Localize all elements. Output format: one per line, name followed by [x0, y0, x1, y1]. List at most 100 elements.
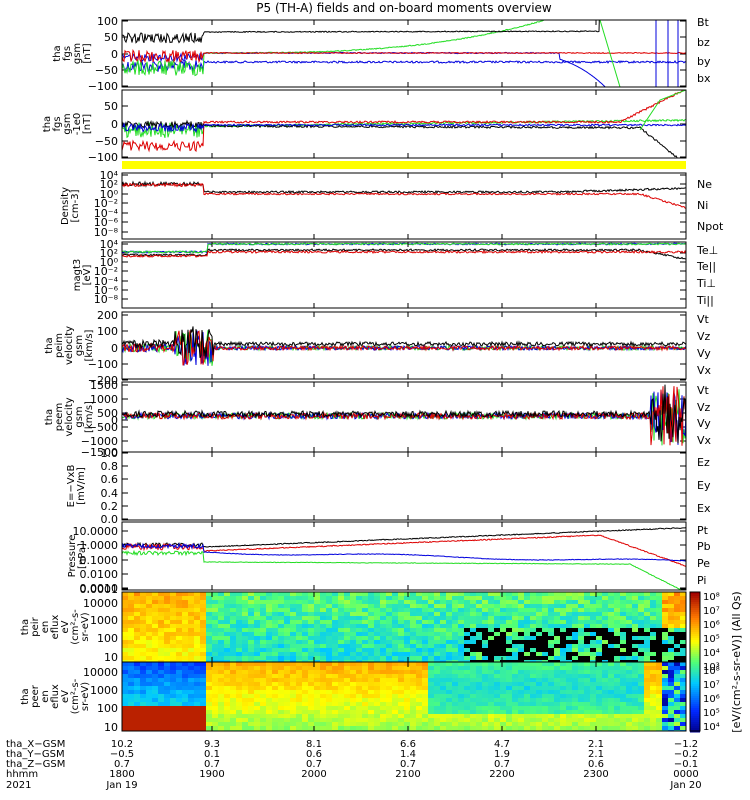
ion-spectrogram-cell: [572, 608, 579, 613]
electron-spectrogram-cell: [194, 678, 201, 683]
electron-spectrogram-cell: [374, 690, 381, 695]
ion-spectrogram-cell: [176, 592, 183, 597]
ion-spectrogram-cell: [134, 608, 141, 613]
electron-spectrogram-cell: [212, 682, 219, 687]
ion-spectrogram-cell: [374, 620, 381, 625]
electron-spectrogram-cell: [296, 702, 303, 707]
y-tick-label: 10⁰: [100, 256, 119, 269]
ion-spectrogram-cell: [662, 612, 669, 617]
ion-spectrogram-cell: [398, 644, 405, 649]
electron-spectrogram-cell: [332, 666, 339, 671]
ion-spectrogram-cell: [488, 616, 495, 621]
electron-spectrogram-cell: [170, 666, 177, 671]
electron-spectrogram-cell: [416, 670, 423, 675]
ion-spectrogram-cell: [146, 640, 153, 645]
ion-spectrogram-cell: [656, 600, 663, 605]
electron-spectrogram-cell: [560, 718, 567, 723]
ion-spectrogram-cell: [656, 608, 663, 613]
ion-spectrogram-cell: [620, 616, 627, 621]
ion-spectrogram-cell: [278, 604, 285, 609]
ion-spectrogram-cell: [182, 632, 189, 637]
electron-spectrogram-cell: [146, 714, 153, 719]
ion-spectrogram-cell: [254, 600, 261, 605]
electron-spectrogram-cell: [404, 666, 411, 671]
electron-spectrogram-cell: [128, 694, 135, 699]
electron-spectrogram-cell: [350, 674, 357, 679]
ion-spectrogram-cell: [398, 612, 405, 617]
electron-spectrogram-cell: [470, 722, 477, 727]
ion-spectrogram-cell: [608, 648, 615, 653]
ion-spectrogram-cell: [650, 612, 657, 617]
ion-spectrogram-cell: [266, 644, 273, 649]
electron-spectrogram-cell: [368, 670, 375, 675]
electron-spectrogram-cell: [650, 666, 657, 671]
electron-spectrogram-cell: [152, 682, 159, 687]
y-tick-label: 0.4: [101, 487, 119, 500]
ion-spectrogram-cell: [620, 640, 627, 645]
ion-spectrogram-cell: [290, 620, 297, 625]
ion-spectrogram-cell: [524, 616, 531, 621]
electron-spectrogram-cell: [560, 682, 567, 687]
ion-spectrogram-cell: [242, 636, 249, 641]
electron-spectrogram-cell: [206, 718, 213, 723]
electron-spectrogram-cell: [548, 674, 555, 679]
ion-spectrogram-cell: [530, 620, 537, 625]
electron-spectrogram-cell: [428, 666, 435, 671]
ion-spectrogram-cell: [194, 660, 201, 662]
ion-spectrogram-cell: [410, 640, 417, 645]
electron-spectrogram-cell: [524, 666, 531, 671]
electron-spectrogram-cell: [488, 686, 495, 691]
electron-spectrogram-cell: [200, 670, 207, 675]
electron-spectrogram-cell: [170, 702, 177, 707]
electron-spectrogram-cell: [134, 686, 141, 691]
ion-spectrogram-cell: [218, 592, 225, 597]
y-axis-label: tha: [44, 337, 55, 353]
electron-spectrogram-cell: [416, 718, 423, 723]
ion-spectrogram-cell: [536, 628, 543, 633]
ion-spectrogram-cell: [590, 648, 597, 653]
ion-spectrogram-cell: [656, 628, 663, 633]
y-axis-label: velocity: [64, 326, 75, 365]
electron-spectrogram-cell: [320, 702, 327, 707]
electron-spectrogram-cell: [614, 726, 621, 731]
electron-spectrogram-cell: [416, 706, 423, 711]
electron-spectrogram-cell: [446, 690, 453, 695]
ion-spectrogram-cell: [176, 660, 183, 662]
ion-spectrogram-cell: [182, 596, 189, 601]
electron-spectrogram-cell: [428, 722, 435, 727]
ion-spectrogram-cell: [278, 632, 285, 637]
electron-spectrogram-cell: [638, 678, 645, 683]
electron-spectrogram-cell: [122, 674, 129, 679]
electron-spectrogram-cell: [650, 714, 657, 719]
ion-spectrogram-cell: [584, 604, 591, 609]
electron-spectrogram-cell: [578, 726, 585, 731]
electron-spectrogram-cell: [560, 710, 567, 715]
ion-spectrogram-cell: [344, 620, 351, 625]
electron-spectrogram-cell: [284, 666, 291, 671]
ion-spectrogram-cell: [224, 612, 231, 617]
electron-spectrogram-cell: [236, 662, 243, 667]
ion-spectrogram-cell: [602, 616, 609, 621]
ion-spectrogram-cell: [236, 600, 243, 605]
y-tick-label: 10⁻²: [94, 265, 118, 278]
ion-spectrogram-cell: [248, 592, 255, 597]
electron-spectrogram-cell: [242, 722, 249, 727]
ion-spectrogram-cell: [464, 596, 471, 601]
ion-spectrogram-cell: [458, 656, 465, 661]
electron-spectrogram-cell: [674, 722, 681, 727]
electron-spectrogram-cell: [398, 698, 405, 703]
ion-spectrogram-cell: [146, 656, 153, 661]
ion-spectrogram-cell: [152, 592, 159, 597]
ion-spectrogram-cell: [146, 600, 153, 605]
electron-spectrogram-cell: [476, 682, 483, 687]
ion-spectrogram-cell: [530, 644, 537, 649]
ion-spectrogram-cell: [212, 632, 219, 637]
electron-spectrogram-cell: [590, 726, 597, 731]
electron-spectrogram-cell: [170, 694, 177, 699]
electron-spectrogram-cell: [416, 722, 423, 727]
electron-spectrogram-cell: [620, 674, 627, 679]
electron-spectrogram-cell: [218, 682, 225, 687]
electron-spectrogram-cell: [320, 714, 327, 719]
y-tick-label: 0.0: [101, 513, 119, 526]
ion-spectrogram-cell: [350, 648, 357, 653]
